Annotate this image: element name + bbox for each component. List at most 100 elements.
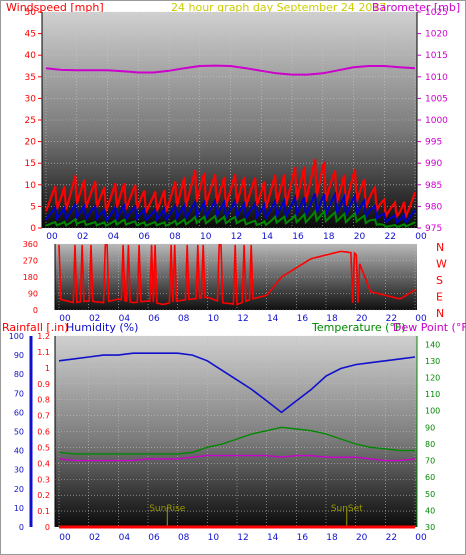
humidity-tick-label: 70 (14, 389, 24, 398)
hour-tick-label: 00 (415, 314, 427, 324)
temperature-line (58, 426, 415, 455)
humidity-line (58, 352, 416, 414)
wind-series (44, 64, 417, 228)
dew-point-axis-title: Dew Point (°F) (393, 321, 466, 334)
hour-tick-label: 08 (178, 314, 190, 324)
temperature-tick-label: 100 (425, 407, 440, 416)
hour-tick-label: 04 (108, 232, 120, 242)
graph-date-title: 24 hour graph day September 24 2017 (171, 1, 386, 14)
windspeed-tick-label: 45 (25, 30, 36, 40)
hour-tick-label: 16 (297, 533, 309, 543)
barometer-tick-label: 1000 (425, 116, 448, 126)
windspeed-tick-label: 15 (25, 159, 36, 169)
windspeed-tick-label: 5 (30, 202, 36, 212)
rainfall-tick-label: 0.9 (37, 380, 50, 389)
barometer-tick-label: 995 (425, 138, 442, 148)
humidity-tick-label: 50 (14, 428, 24, 437)
hour-tick-label: 06 (148, 314, 160, 324)
hour-tick-label: 00 (59, 533, 71, 543)
hour-tick-label: 20 (354, 232, 366, 242)
hour-tick-label: 08 (169, 232, 181, 242)
rainfall-ticks: 0 0.1 0.2 0.3 0.4 0.5 0.6 0.7 0.8 0.9 1 1.1 1.2 (37, 332, 50, 532)
rainfall-tick-label: 0.1 (37, 507, 50, 516)
barometer-tick-label: 985 (425, 181, 442, 191)
barometer-tick-label: 1010 (425, 73, 448, 83)
hour-tick-label: 02 (89, 533, 100, 543)
direction-tick-label: 360 (23, 240, 38, 249)
humidity-tick-label: 30 (14, 466, 24, 475)
rainfall-tick-label: 1.2 (37, 332, 50, 341)
hour-tick-label: 22 (386, 314, 397, 324)
direction-series (58, 244, 416, 306)
hour-tick-label: 00 (59, 314, 71, 324)
compass-label: N (436, 241, 444, 254)
hour-tick-label: 12 (237, 314, 248, 324)
hour-tick-label: 20 (356, 314, 368, 324)
wind-direction-line (58, 244, 416, 306)
rainfall-tick-label: 0.4 (37, 459, 50, 468)
humidity-ticks: 0 10 20 30 40 50 60 70 80 90 100 (9, 332, 24, 532)
temperature-tick-label: 50 (425, 490, 435, 499)
hour-tick-label: 04 (119, 533, 131, 543)
hour-tick-label: 02 (77, 232, 88, 242)
temperature-tick-label: 110 (425, 390, 440, 399)
barometer-tick-label: 990 (425, 159, 442, 169)
hour-tick-label: 06 (139, 232, 151, 242)
barometer-tick-label: 975 (425, 224, 442, 234)
windspeed-tick-label: 25 (25, 116, 36, 126)
compass-label: W (436, 258, 447, 271)
rainfall-tick-label: 1 (45, 364, 50, 373)
humidity-tick-label: 20 (14, 485, 24, 494)
hour-tick-label: 04 (119, 314, 131, 324)
rainfall-tick-label: 0.8 (37, 396, 50, 405)
temperature-axis-title: Temperature (°F) (311, 321, 406, 334)
rainfall-axis-title: Rainfall [.in) (2, 321, 69, 334)
rainfall-tick-label: 0.6 (37, 428, 50, 437)
barometer-ticks: 975 980 985 990 995 1000 1005 1010 1015 1020 1025 (417, 8, 448, 234)
hour-tick-label: 14 (262, 232, 274, 242)
sun-markers: SunRise SunSet (149, 504, 363, 527)
humidity-tick-label: 60 (14, 408, 24, 417)
wind-gust-line (44, 159, 417, 221)
direction-tick-label: 180 (23, 273, 38, 282)
hour-tick-label: 00 (415, 232, 427, 242)
temperature-tick-label: 40 (425, 506, 435, 515)
windspeed-tick-label: 50 (25, 8, 37, 18)
humidity-tick-label: 10 (14, 504, 24, 513)
direction-tick-label: 270 (23, 257, 38, 266)
hour-tick-label: 14 (267, 314, 279, 324)
temperature-tick-label: 120 (425, 374, 440, 383)
hour-tick-label: 12 (231, 232, 242, 242)
hour-tick-label: 18 (326, 314, 338, 324)
hour-tick-label: 18 (326, 533, 338, 543)
barometer-axis-title: Barometer [mb] (372, 1, 460, 14)
temperature-tick-label: 130 (425, 357, 440, 366)
wind-lull-line (45, 209, 416, 228)
hour-tick-label: 12 (237, 533, 248, 543)
hour-tick-label: 00 (415, 533, 427, 543)
humidity-tick-label: 100 (9, 332, 24, 341)
barometer-line (45, 64, 416, 76)
rain-hour-ticks: 00 02 04 06 08 10 12 14 16 18 20 22 00 (59, 533, 427, 543)
hour-tick-label: 08 (178, 533, 190, 543)
wind-barometer-panel: Windspeed [mph] 24 hour graph day Septem… (6, 1, 460, 242)
barometer-tick-label: 980 (425, 202, 442, 212)
direction-tick-label: 0 (33, 306, 38, 315)
windspeed-tick-label: 40 (25, 51, 37, 61)
hour-tick-label: 16 (292, 232, 304, 242)
hour-tick-label: 18 (323, 232, 335, 242)
temperature-tick-label: 60 (425, 473, 435, 482)
hour-tick-label: 10 (208, 533, 220, 543)
windspeed-tick-label: 35 (25, 73, 36, 83)
temperature-tick-label: 70 (425, 457, 435, 466)
windspeed-ticks: 0 5 10 15 20 25 30 35 40 45 50 (25, 8, 42, 234)
compass-label: E (436, 291, 443, 304)
rainfall-tick-label: 0.3 (37, 475, 50, 484)
hour-tick-label: 22 (385, 232, 396, 242)
hour-tick-label: 14 (267, 533, 279, 543)
rainfall-tick-label: 0 (45, 523, 50, 532)
humidity-tick-label: 0 (19, 523, 24, 532)
